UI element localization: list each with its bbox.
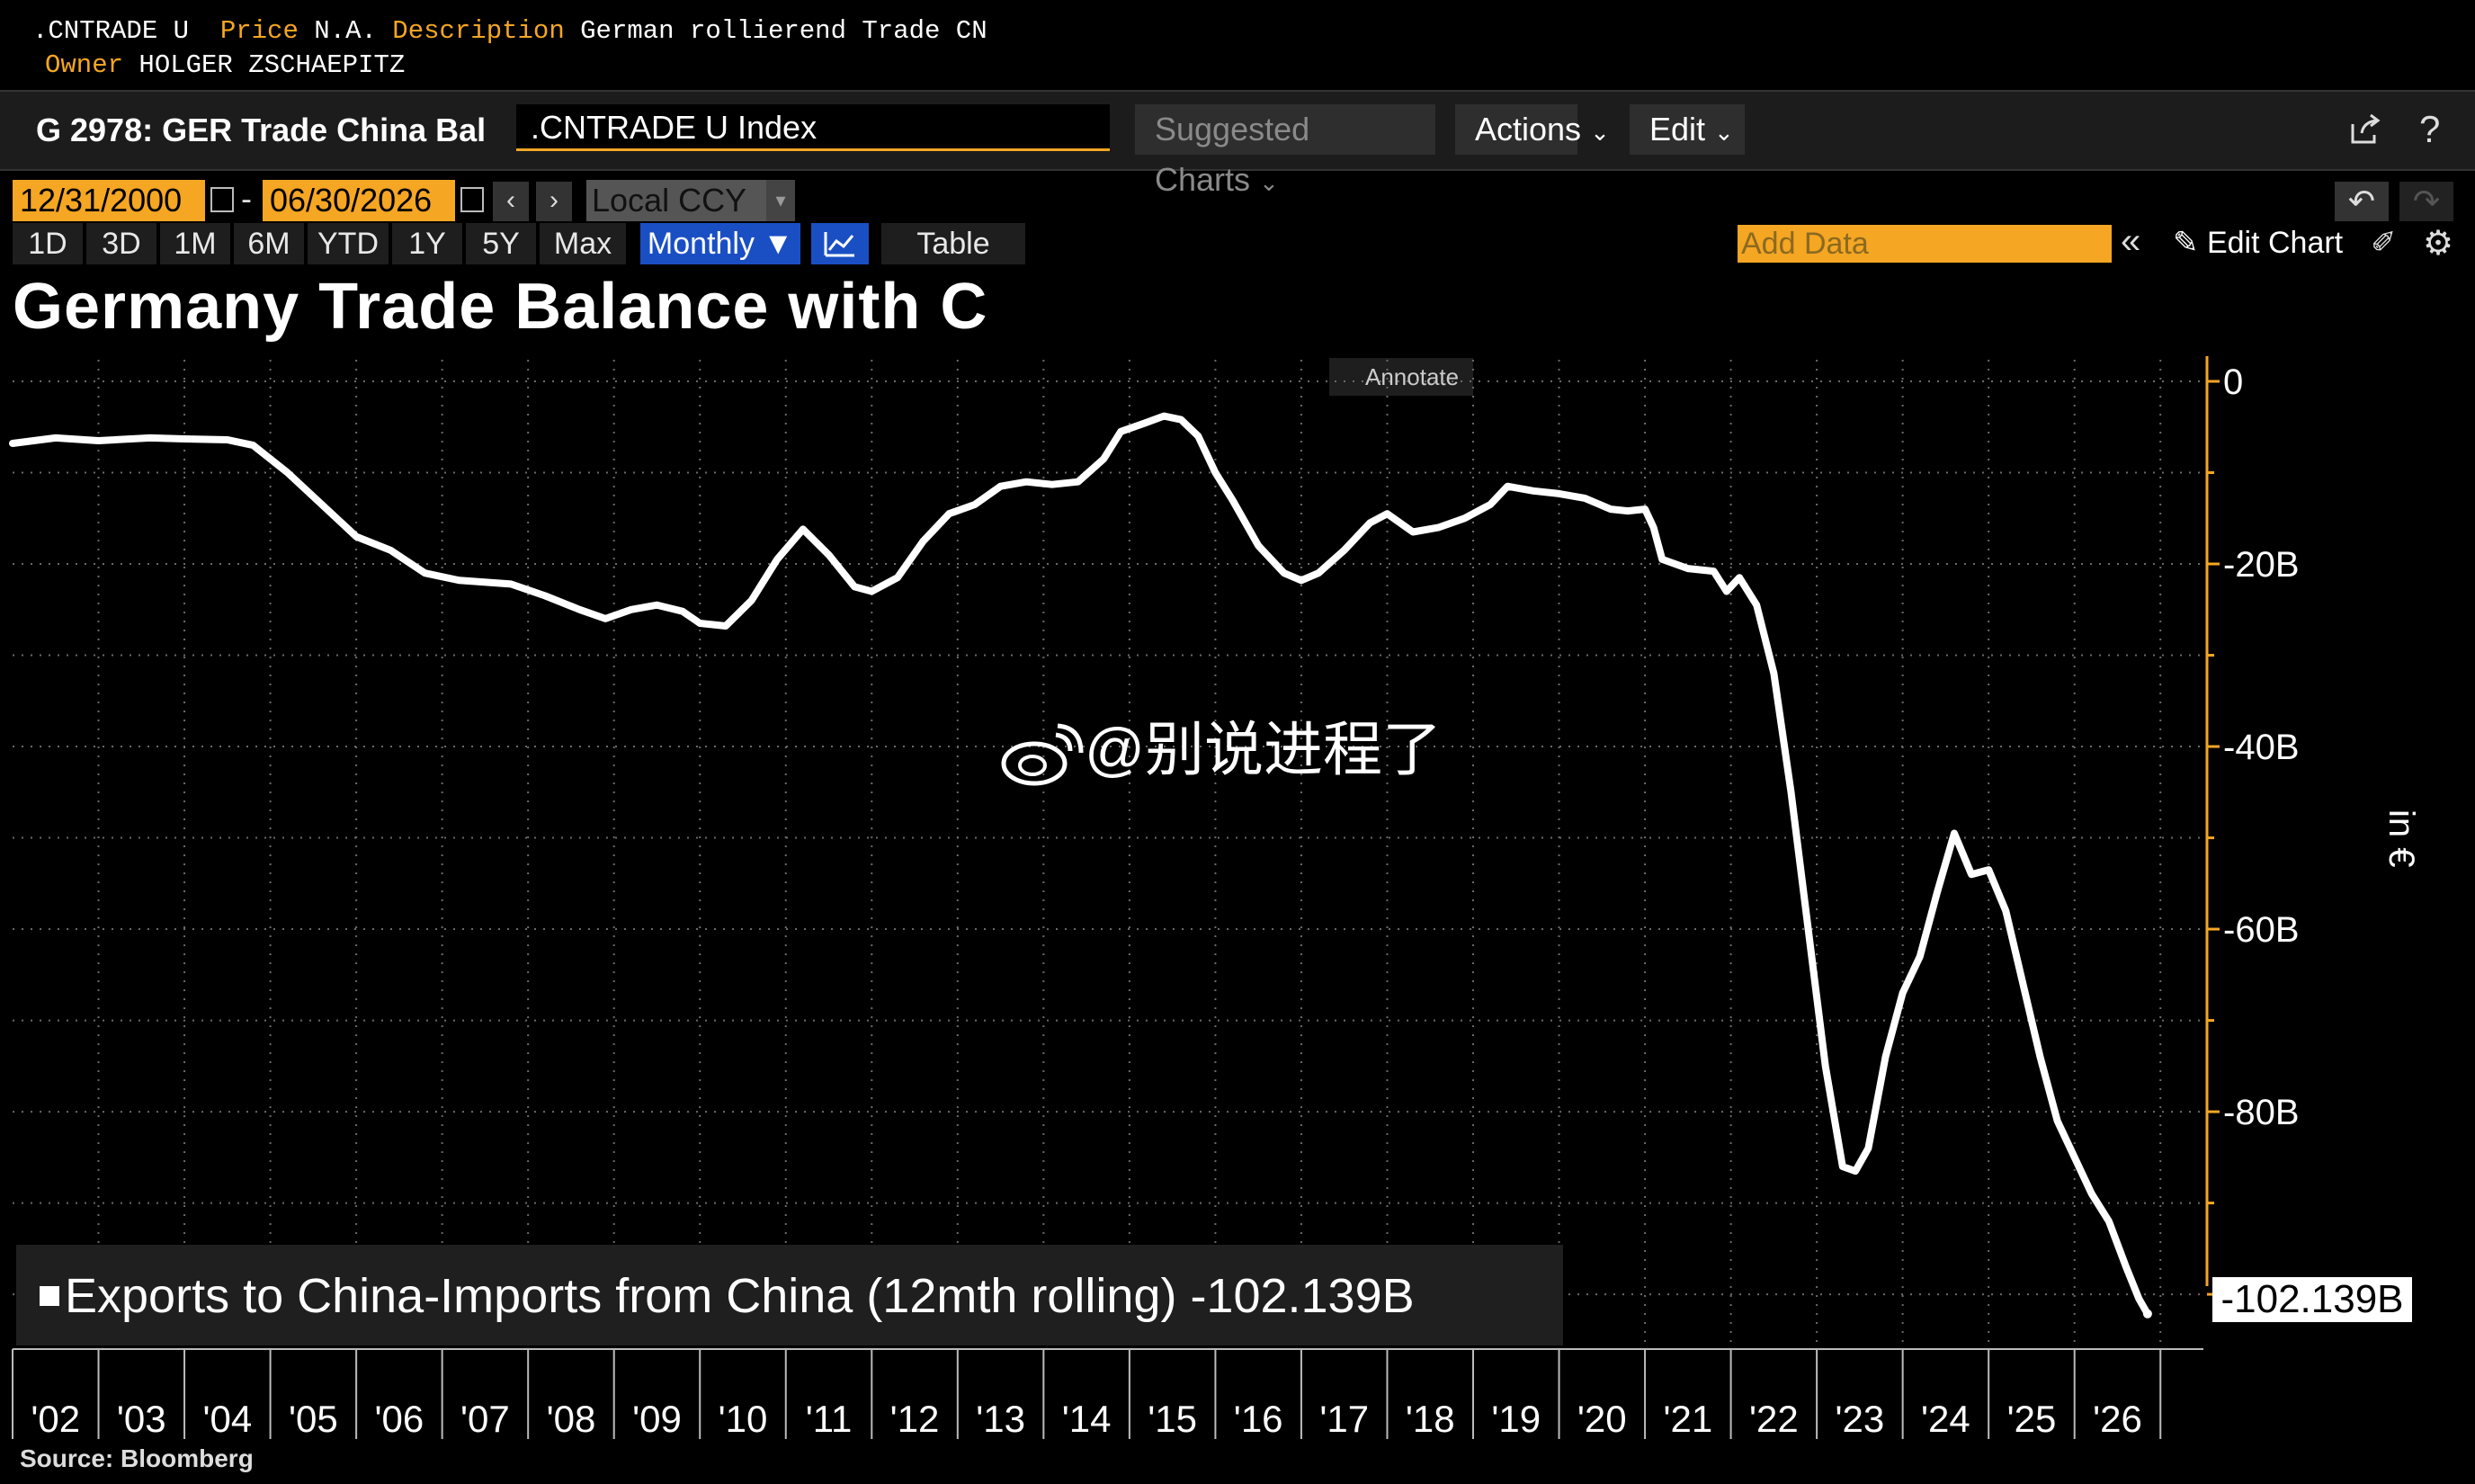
chevron-down-icon: ⌄ <box>1590 119 1610 146</box>
annotate-button[interactable]: Annotate <box>1329 358 1473 396</box>
redo-icon[interactable]: ↷ <box>2399 182 2453 221</box>
x-tick-label: '10 <box>719 1398 768 1440</box>
x-tick-label: '04 <box>202 1398 252 1440</box>
x-tick-label: '14 <box>1062 1398 1112 1440</box>
page-title: G 2978: GER Trade China Bal <box>36 112 487 148</box>
suggested-charts-label: Suggested Charts <box>1155 111 1310 198</box>
next-period-button[interactable]: › <box>536 182 572 221</box>
x-tick-label: '02 <box>31 1398 80 1440</box>
y-tick-label: -20B <box>2223 545 2300 585</box>
edit-button[interactable]: Edit ⌄ <box>1630 104 1745 155</box>
info-price-value: N.A. <box>314 16 377 46</box>
pencil-icon: ✎ <box>2173 226 2199 260</box>
security-info-bar: .CNTRADE U Price N.A. Description German… <box>0 0 2475 88</box>
chevron-down-icon: ⌄ <box>1714 119 1734 146</box>
x-tick-label: '22 <box>1749 1398 1799 1440</box>
toolbar-header: G 2978: GER Trade China Bal .CNTRADE U I… <box>0 90 2475 198</box>
range-1d[interactable]: 1D <box>13 223 83 264</box>
info-desc-value: German rollierend Trade CN <box>580 16 987 46</box>
x-tick-label: '05 <box>289 1398 338 1440</box>
x-tick-label: '17 <box>1319 1398 1369 1440</box>
x-tick-label: '06 <box>375 1398 424 1440</box>
info-price-label: Price <box>219 16 299 46</box>
actions-label: Actions <box>1475 111 1582 148</box>
edit-chart-label: Edit Chart <box>2206 226 2344 260</box>
info-row-2: Owner HOLGER ZSCHAEPITZ <box>45 50 405 80</box>
calendar-icon[interactable] <box>460 187 484 212</box>
info-owner-label: Owner <box>45 50 124 80</box>
x-tick-label: '25 <box>2007 1398 2057 1440</box>
chevron-down-icon: ⌄ <box>1259 169 1279 196</box>
info-desc-label: Description <box>392 16 565 46</box>
prev-period-button[interactable]: ‹ <box>493 182 529 221</box>
x-tick-label: '24 <box>1921 1398 1970 1440</box>
share-icon[interactable] <box>2347 112 2383 148</box>
range-5y[interactable]: 5Y <box>466 223 536 264</box>
series-last-point <box>2142 1309 2152 1319</box>
chart-title: Germany Trade Balance with C <box>13 271 988 343</box>
range-ytd[interactable]: YTD <box>308 223 389 264</box>
y-tick-label: -60B <box>2223 910 2300 950</box>
x-tick-label: '11 <box>806 1398 853 1440</box>
edit-chart-button[interactable]: ✎ Edit Chart <box>2173 225 2343 261</box>
gear-icon[interactable]: ⚙ <box>2423 225 2454 263</box>
x-tick-label: '16 <box>1234 1398 1283 1440</box>
x-tick-label: '15 <box>1148 1398 1197 1440</box>
watermark-text: @别说进程了 <box>1085 716 1442 782</box>
x-tick-label: '23 <box>1836 1398 1885 1440</box>
info-row-1: .CNTRADE U Price N.A. Description German… <box>32 16 987 46</box>
legend-entry: Exports to China-Imports from China (12m… <box>65 1269 1415 1323</box>
x-tick-label: '09 <box>632 1398 682 1440</box>
edit-label: Edit <box>1649 111 1706 148</box>
x-tick-label: '08 <box>547 1398 596 1440</box>
range-6m[interactable]: 6M <box>234 223 304 264</box>
collapse-icon[interactable]: « <box>2121 221 2141 261</box>
end-date-input[interactable]: 06/30/2026 <box>263 180 455 221</box>
x-tick-label: '07 <box>460 1398 510 1440</box>
info-ticker: .CNTRADE U <box>32 16 190 46</box>
range-1m[interactable]: 1M <box>160 223 230 264</box>
range-3d[interactable]: 3D <box>86 223 156 264</box>
range-1y[interactable]: 1Y <box>392 223 462 264</box>
last-value-label: -102.139B <box>2212 1277 2412 1322</box>
ticker-input[interactable]: .CNTRADE U Index <box>516 104 1110 151</box>
chart-legend: Exports to China-Imports from China (12m… <box>16 1245 1563 1345</box>
table-button[interactable]: Table <box>881 223 1025 264</box>
legend-swatch <box>40 1286 59 1306</box>
date-separator: - <box>241 180 252 217</box>
currency-select[interactable]: Local CCY <box>586 180 795 221</box>
line-chart-icon[interactable] <box>811 223 869 264</box>
annotate-label: Annotate <box>1365 363 1460 390</box>
y-tick-label: -80B <box>2223 1093 2300 1132</box>
undo-icon[interactable]: ↶ <box>2335 182 2389 221</box>
actions-button[interactable]: Actions ⌄ <box>1455 104 1610 155</box>
x-tick-label: '18 <box>1406 1398 1455 1440</box>
x-tick-label: '19 <box>1491 1398 1541 1440</box>
info-owner-value: HOLGER ZSCHAEPITZ <box>138 50 406 80</box>
start-date-input[interactable]: 12/31/2000 <box>13 180 205 221</box>
watermark: @别说进程了 <box>998 702 1442 788</box>
help-button[interactable]: ? <box>2419 108 2441 150</box>
y-tick-label: -40B <box>2223 728 2300 767</box>
unit-label: in € <box>2381 809 2421 868</box>
frequency-dropdown[interactable]: Monthly ▼ <box>640 223 800 264</box>
source-note: Source: Bloomberg <box>20 1444 254 1472</box>
edit-note-icon[interactable]: ✐ <box>2371 226 2397 260</box>
add-data-input[interactable]: Add Data <box>1738 225 2112 263</box>
suggested-charts-button[interactable]: Suggested Charts ⌄ <box>1135 104 1435 198</box>
calendar-icon[interactable] <box>210 187 234 212</box>
chevron-down-icon[interactable]: ▾ <box>766 180 795 221</box>
range-max[interactable]: Max <box>540 223 626 264</box>
y-tick-label: 0 <box>2223 362 2243 402</box>
x-tick-label: '21 <box>1663 1398 1712 1440</box>
weibo-icon <box>1001 723 1084 786</box>
series-line <box>9 412 2151 1318</box>
x-tick-label: '20 <box>1577 1398 1627 1440</box>
x-tick-label: '26 <box>2093 1398 2142 1440</box>
currency-value: Local CCY <box>592 182 747 219</box>
x-tick-label: '13 <box>976 1398 1025 1440</box>
x-tick-label: '12 <box>890 1398 940 1440</box>
x-tick-label: '03 <box>117 1398 166 1440</box>
